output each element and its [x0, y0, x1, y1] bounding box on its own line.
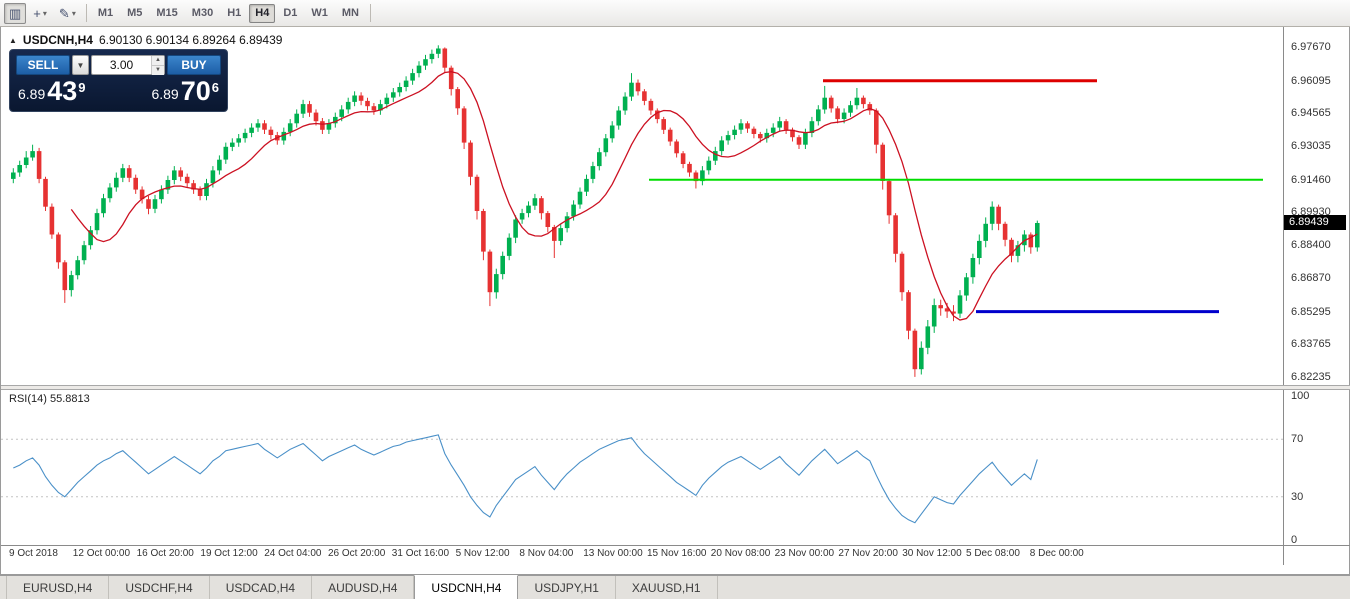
cursor-tool-icon: + — [33, 5, 41, 21]
price-axis-label: 6.93035 — [1291, 140, 1331, 153]
cursor-tool-icon[interactable]: + ▾ — [28, 3, 52, 24]
chevron-down-icon[interactable]: ▾ — [42, 8, 47, 18]
time-axis[interactable]: 9 Oct 2018 12 Oct 00:00 16 Oct 20:00 19 Oct… — [1, 548, 1283, 564]
chart-tabs-bar: EURUSD,H4 USDCHF,H4 USDCAD,H4 AUDUSD,H4 USDC… — [0, 575, 1350, 599]
one-click-trading-panel: SELL ▼ ▲ ▼ BUY 6.89 43 9 6.8 — [9, 49, 228, 112]
time-axis-label: 5 Dec 08:00 — [966, 548, 1020, 559]
buy-price: 6.89 70 6 — [151, 77, 219, 105]
price-axis-label: 6.88400 — [1291, 239, 1331, 252]
buy-price-base: 6.89 — [151, 86, 179, 102]
time-axis-label: 26 Oct 20:00 — [328, 548, 386, 559]
price-axis-label: 6.82235 — [1291, 371, 1331, 383]
volume-input[interactable] — [92, 57, 151, 73]
time-axis-label: 15 Nov 16:00 — [647, 548, 707, 559]
chart-window-icon: ▥ — [9, 5, 22, 21]
sell-price-base: 6.89 — [18, 86, 46, 102]
timeframe-m5[interactable]: M5 — [127, 7, 143, 19]
symbol-label: USDCNH,H4 — [22, 33, 93, 47]
buy-button[interactable]: BUY — [167, 55, 221, 75]
chart-tab-eurusd-h4[interactable]: EURUSD,H4 — [6, 576, 110, 599]
time-axis-label: 8 Dec 00:00 — [1029, 548, 1084, 559]
toolbar-icons-group: ▥ + ▾ ✎ ▾ — [3, 2, 82, 24]
time-axis-label: 9 Oct 2018 — [9, 548, 58, 559]
timeframe-m1[interactable]: M1 — [97, 7, 114, 19]
top-toolbar: ▥ + ▾ ✎ ▾ M1 M5 M15 M30 H1 H4 D1 W1 MN — [0, 0, 1350, 27]
sell-price-pips: 43 — [47, 76, 78, 106]
price-axis-separator — [1283, 27, 1284, 565]
chart-window-icon[interactable]: ▥ — [4, 2, 27, 24]
time-axis-label: 19 Oct 12:00 — [200, 548, 258, 559]
rsi-axis[interactable]: 100 70 30 0 — [1286, 390, 1350, 546]
chart-tab-xauusd-h1[interactable]: XAUUSD,H1 — [616, 576, 718, 599]
timeframe-m15[interactable]: M15 — [156, 7, 178, 19]
trade-controls-row: SELL ▼ ▲ ▼ BUY — [16, 55, 221, 75]
chart-symbol-header: ▲ USDCNH,H4 6.90130 6.90134 6.89264 6.89… — [9, 33, 282, 47]
ohlc-values: 6.90130 6.90134 6.89264 6.89439 — [98, 33, 283, 47]
time-axis-label: 30 Nov 12:00 — [902, 548, 962, 559]
toolbar-separator — [370, 4, 371, 22]
timeframe-w1[interactable]: W1 — [311, 7, 328, 19]
time-axis-label: 12 Oct 00:00 — [72, 548, 131, 559]
rsi-axis-label: 30 — [1291, 490, 1304, 503]
timeframe-mn[interactable]: MN — [341, 7, 359, 19]
volume-dropdown-caret[interactable]: ▼ — [72, 55, 89, 75]
price-axis-label: 6.94565 — [1291, 107, 1331, 120]
buy-price-point: 6 — [211, 80, 219, 95]
objects-tool-icon: ✎ — [58, 5, 70, 21]
chart-tab-audusd-h4[interactable]: AUDUSD,H4 — [312, 576, 415, 599]
sell-price-point: 9 — [78, 80, 86, 95]
timeframe-d1[interactable]: D1 — [283, 7, 298, 19]
volume-spinner: ▲ ▼ — [151, 56, 164, 75]
price-chart-canvas[interactable] — [1, 27, 1283, 385]
price-axis-label: 6.91460 — [1291, 173, 1331, 186]
chart-tab-usdcnh-h4[interactable]: USDCNH,H4 — [414, 575, 519, 599]
price-axis-label: 6.86870 — [1291, 271, 1331, 284]
sell-price: 6.89 43 9 — [18, 77, 86, 105]
buy-price-pips: 70 — [180, 76, 211, 106]
price-axis-label: 6.97670 — [1291, 41, 1331, 53]
time-axis-label: 23 Nov 00:00 — [774, 548, 835, 559]
rsi-axis-label: 100 — [1291, 390, 1310, 402]
collapse-arrow-icon[interactable]: ▲ — [9, 35, 17, 45]
price-axis-label: 6.96095 — [1291, 74, 1331, 87]
chevron-down-icon[interactable]: ▾ — [71, 8, 76, 18]
sell-button[interactable]: SELL — [16, 55, 70, 75]
time-axis-label: 31 Oct 16:00 — [391, 548, 450, 559]
volume-spin-up-icon[interactable]: ▲ — [152, 56, 164, 66]
time-axis-label: 8 Nov 04:00 — [519, 548, 574, 559]
rsi-axis-label: 0 — [1291, 534, 1298, 546]
price-axis[interactable]: 6.97670 6.96095 6.94565 6.93035 6.91460 6.899… — [1286, 27, 1350, 385]
price-axis-label: 6.85295 — [1291, 305, 1331, 318]
chart-tab-usdjpy-h1[interactable]: USDJPY,H1 — [518, 576, 616, 599]
price-axis-label: 6.83765 — [1291, 338, 1331, 351]
timeframe-h4[interactable]: H4 — [249, 3, 276, 23]
objects-tool-icon[interactable]: ✎ ▾ — [54, 3, 81, 24]
time-axis-label: 24 Oct 04:00 — [264, 548, 322, 559]
volume-spin-down-icon[interactable]: ▼ — [152, 66, 164, 75]
time-axis-label: 5 Nov 12:00 — [455, 548, 510, 559]
chart-window: ▲ USDCNH,H4 6.90130 6.90134 6.89264 6.89… — [0, 27, 1350, 575]
rsi-axis-label: 70 — [1291, 433, 1304, 446]
toolbar-separator — [85, 4, 87, 22]
time-axis-label: 20 Nov 08:00 — [710, 548, 771, 559]
time-axis-label: 13 Nov 00:00 — [583, 548, 643, 559]
rsi-indicator-label: RSI(14) 55.8813 — [9, 393, 90, 405]
timeframe-toolbar: M1 M5 M15 M30 H1 H4 D1 W1 MN — [91, 3, 366, 23]
timeframe-h1[interactable]: H1 — [227, 7, 242, 19]
trade-prices-row: 6.89 43 9 6.89 70 6 — [16, 77, 221, 105]
current-price-tag: 6.89439 — [1284, 214, 1346, 230]
pane-splitter[interactable] — [1, 385, 1350, 390]
rsi-chart-canvas[interactable] — [1, 390, 1283, 545]
volume-field-wrap: ▲ ▼ — [91, 55, 165, 75]
chart-tab-usdchf-h4[interactable]: USDCHF,H4 — [109, 576, 210, 599]
time-axis-label: 16 Oct 20:00 — [136, 548, 194, 559]
time-axis-label: 27 Nov 20:00 — [838, 548, 898, 559]
time-axis-separator — [1, 545, 1350, 546]
timeframe-m30[interactable]: M30 — [191, 7, 214, 19]
chart-tab-usdcad-h4[interactable]: USDCAD,H4 — [210, 576, 313, 599]
